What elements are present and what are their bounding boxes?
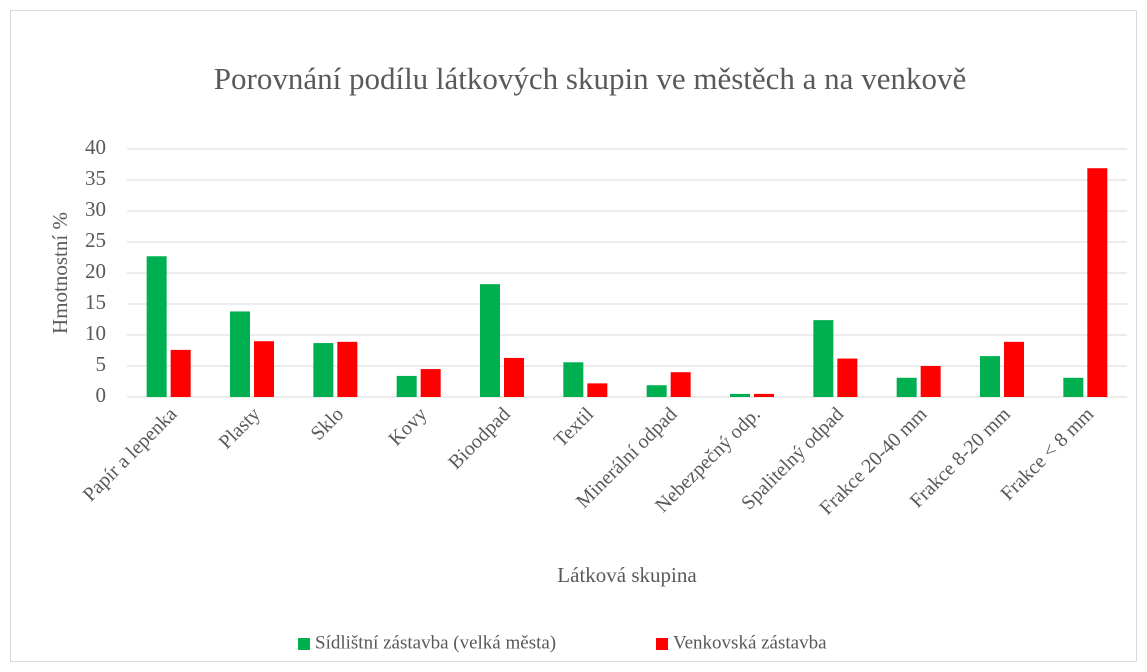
bar: [646, 385, 667, 397]
x-tick-label: Kovy: [384, 403, 431, 450]
y-tick-label: 15: [85, 290, 106, 314]
bar: [146, 256, 167, 397]
y-tick-label: 10: [85, 321, 106, 345]
bar: [980, 356, 1000, 397]
y-tick-label: 40: [85, 135, 106, 159]
bar: [337, 341, 358, 397]
x-tick-label: Textil: [550, 403, 599, 452]
bar: [754, 393, 774, 397]
legend-label: Sídlištní zástavba (velká města): [315, 632, 556, 653]
x-tick-label: Plasty: [215, 403, 265, 453]
y-tick-label: 25: [85, 228, 106, 252]
legend-swatch: [656, 638, 668, 650]
bar: [563, 362, 584, 397]
bar: [254, 341, 274, 397]
bar: [313, 343, 334, 397]
legend-swatch: [298, 638, 310, 650]
bar: [730, 393, 750, 397]
y-axis-label: Hmotnostní %: [48, 212, 72, 334]
x-axis-label: Látková skupina: [557, 563, 697, 587]
bar: [504, 357, 524, 397]
bar: [480, 284, 500, 397]
x-tick-label: Papír a lepenka: [79, 403, 182, 506]
y-tick-label: 0: [96, 383, 107, 407]
x-tick-label: Bioodpad: [444, 403, 515, 474]
legend-label: Venkovská zástavba: [673, 632, 827, 653]
bar: [587, 383, 608, 397]
chart-border: [10, 10, 1137, 662]
bar: [670, 372, 691, 397]
bar: [396, 375, 417, 397]
bar: [170, 349, 191, 397]
chart-title: Porovnání podílu látkových skupin ve měs…: [213, 61, 967, 96]
bar: [1004, 341, 1024, 397]
bar: [813, 320, 834, 397]
y-tick-label: 20: [85, 259, 106, 283]
y-tick-label: 35: [85, 166, 106, 190]
bar: [1087, 168, 1108, 397]
bar: [896, 377, 917, 397]
bar: [1063, 377, 1084, 397]
x-tick-label: Sklo: [307, 403, 348, 444]
bar: [837, 358, 858, 397]
bar: [920, 366, 941, 397]
bar: [420, 369, 441, 397]
y-tick-label: 5: [96, 352, 107, 376]
y-tick-label: 30: [85, 197, 106, 221]
bar: [230, 311, 250, 397]
